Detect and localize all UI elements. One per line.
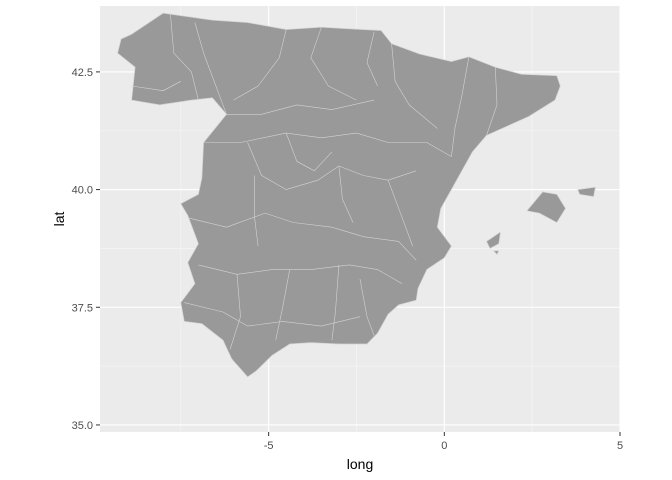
province-border xyxy=(486,67,498,136)
x-axis-title: long xyxy=(347,456,373,472)
region-formentera xyxy=(493,250,500,255)
y-tick-label: 40.0 xyxy=(72,185,93,197)
province-border xyxy=(184,302,361,327)
province-border xyxy=(310,27,357,101)
y-tick-label: 37.5 xyxy=(72,302,93,314)
province-borders xyxy=(131,13,498,350)
province-border xyxy=(131,81,181,91)
y-axis: 35.0 37.5 40.0 42.5 xyxy=(72,67,100,432)
province-border xyxy=(391,43,438,129)
y-tick-label: 35.0 xyxy=(72,420,93,432)
x-tick-label: 5 xyxy=(617,440,623,452)
province-border xyxy=(187,212,417,261)
province-border xyxy=(359,278,375,336)
province-border xyxy=(203,132,452,157)
x-tick-label: -5 xyxy=(264,440,274,452)
map-regions xyxy=(117,12,596,378)
province-border xyxy=(285,132,333,172)
province-border xyxy=(275,269,290,341)
province-border xyxy=(451,56,470,157)
region-mainland xyxy=(117,12,561,378)
province-border xyxy=(170,13,199,101)
province-border xyxy=(194,22,227,115)
region-mallorca xyxy=(526,191,566,223)
province-border xyxy=(331,264,340,341)
province-border xyxy=(366,31,378,87)
y-axis-title: lat xyxy=(51,212,67,227)
province-border xyxy=(254,175,259,247)
province-border xyxy=(229,274,241,350)
region-menorca xyxy=(577,186,596,197)
province-border xyxy=(226,99,375,115)
region-ibiza xyxy=(486,231,501,249)
y-tick-label: 42.5 xyxy=(72,67,93,79)
province-border xyxy=(247,142,417,190)
province-border xyxy=(338,165,354,223)
x-tick-label: 0 xyxy=(441,440,447,452)
province-border xyxy=(387,180,413,247)
x-axis: -5 0 5 xyxy=(264,432,623,452)
province-border xyxy=(233,29,287,101)
